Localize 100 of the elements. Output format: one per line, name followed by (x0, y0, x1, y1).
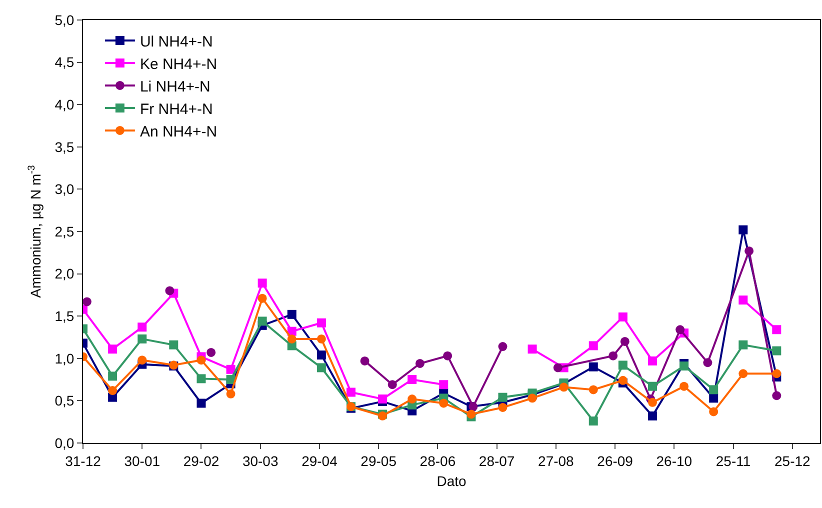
point (738, 225, 748, 234)
x-tick-label: 28-06 (420, 452, 456, 469)
point (287, 334, 296, 344)
point (408, 394, 417, 404)
x-tick-label: 26-10 (656, 452, 692, 469)
point (408, 375, 417, 384)
point (165, 286, 174, 296)
y-tick-label: 3,0 (54, 181, 74, 198)
point (498, 402, 508, 412)
x-tick-label: 29-04 (302, 452, 338, 469)
y-tick-label: 3,5 (54, 138, 74, 155)
point (528, 344, 537, 354)
x-tick-label: 27-08 (538, 452, 574, 469)
point (648, 382, 657, 391)
point (772, 369, 782, 378)
x-tick-label: 29-05 (360, 452, 397, 469)
point (196, 398, 206, 408)
point (680, 382, 689, 391)
point (588, 416, 598, 426)
legend-label: Ul NH4+-N (140, 33, 213, 50)
x-tick-label: 28-07 (478, 452, 515, 469)
point (738, 340, 748, 350)
legend-label: Ke NH4+-N (140, 56, 218, 73)
point (83, 297, 92, 306)
x-tick-label: 30-01 (124, 452, 160, 469)
point (553, 363, 562, 372)
point (287, 310, 296, 319)
point (439, 380, 448, 390)
y-tick-label: 2,5 (54, 223, 74, 240)
point (680, 362, 689, 371)
point (258, 294, 267, 303)
x-tick-label: 31-12 (65, 452, 102, 469)
point (108, 372, 118, 381)
point (138, 356, 147, 365)
point (498, 342, 508, 352)
point (772, 325, 782, 334)
point (443, 351, 452, 360)
y-tick-label: 5,0 (54, 12, 74, 28)
point (676, 325, 685, 334)
point (346, 388, 356, 397)
point (608, 351, 618, 360)
point (258, 278, 267, 288)
point (648, 411, 657, 420)
x-tick-label: 25-11 (716, 452, 751, 469)
point (206, 348, 216, 357)
point (466, 410, 476, 419)
point (360, 356, 370, 366)
point (528, 394, 537, 403)
point (620, 336, 630, 346)
point (498, 392, 508, 402)
point (258, 316, 267, 326)
point (618, 360, 628, 370)
point (588, 341, 598, 350)
point (439, 398, 448, 408)
point (226, 364, 236, 374)
point (618, 376, 628, 385)
point (588, 385, 598, 394)
point (108, 386, 118, 396)
point (738, 296, 748, 305)
point (744, 246, 754, 256)
point (709, 407, 718, 416)
y-tick-label: 2,0 (54, 266, 74, 282)
point (703, 358, 712, 368)
legend-label: Fr NH4+-N (140, 100, 213, 118)
point (772, 391, 782, 400)
x-tick-label: 30-03 (242, 452, 278, 469)
point (415, 358, 424, 368)
point (772, 346, 782, 356)
point (648, 356, 657, 366)
point (138, 322, 147, 332)
point (559, 382, 568, 392)
x-tick-label: 26-09 (597, 452, 634, 469)
point (196, 356, 206, 365)
point (618, 312, 628, 322)
y-tick-label: 4,0 (54, 96, 74, 112)
point (316, 318, 326, 328)
point (738, 369, 748, 378)
legend-label: Li NH4+-N (140, 78, 210, 96)
point (196, 374, 206, 384)
point (316, 350, 326, 360)
point (709, 394, 718, 403)
y-tick-label: 4,5 (54, 54, 74, 70)
point (108, 344, 118, 354)
point (226, 389, 236, 398)
x-axis-title: Dato (436, 473, 466, 490)
point (648, 398, 657, 407)
point (388, 380, 397, 390)
point (709, 385, 718, 394)
point (169, 340, 178, 350)
x-tick-label: 29-02 (183, 452, 220, 469)
y-tick-label: 0,5 (54, 392, 74, 409)
point (316, 334, 326, 344)
legend-label: An NH4+-N (140, 123, 218, 140)
point (378, 394, 388, 404)
point (316, 363, 326, 372)
x-tick-label: 25-12 (774, 452, 811, 469)
y-tick-label: 0,0 (54, 434, 74, 451)
y-tick-label: 1,0 (54, 350, 74, 366)
y-tick-label: 1,5 (54, 308, 74, 324)
point (588, 362, 598, 372)
